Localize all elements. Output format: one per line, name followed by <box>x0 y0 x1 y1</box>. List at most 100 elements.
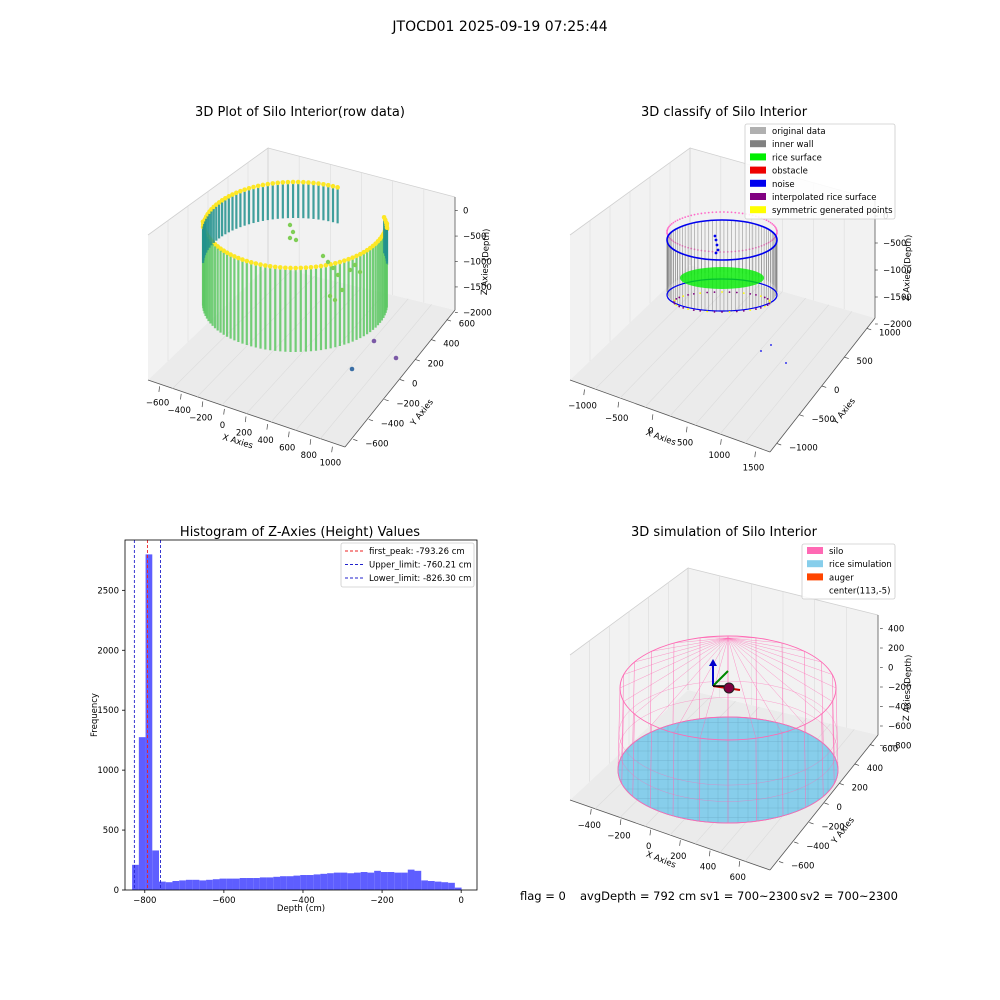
data-point <box>678 296 681 299</box>
data-point <box>759 306 762 309</box>
data-point <box>224 250 230 255</box>
classify-plot-title: 3D classify of Silo Interior <box>641 105 808 120</box>
tick-label: 600 <box>730 873 746 883</box>
raw-3d-plot: 3D Plot of Silo Interior(row data) −600−… <box>146 105 492 469</box>
data-point <box>721 291 723 293</box>
silo-wall-line <box>672 642 675 725</box>
data-point <box>666 232 669 235</box>
data-point <box>687 294 689 296</box>
tick-label: 600 <box>459 320 475 330</box>
tick-label: 1000 <box>708 451 730 461</box>
data-point <box>267 263 273 269</box>
silo-wall-line <box>755 738 757 822</box>
data-point <box>255 183 261 189</box>
histogram-bar <box>280 876 287 890</box>
data-point <box>706 310 709 313</box>
tick-label: 200 <box>852 784 868 794</box>
data-point <box>749 309 752 311</box>
tick-label: −200 <box>370 896 393 906</box>
histogram-bar <box>212 879 220 890</box>
tick-label: −1500 <box>463 283 492 293</box>
data-point <box>769 301 771 303</box>
raw-outlier-points <box>349 338 399 372</box>
data-point <box>767 220 770 223</box>
tick-label: 400 <box>443 340 459 350</box>
histogram-bar <box>313 874 321 890</box>
silo-roof-line <box>651 637 729 725</box>
legend-label: first_peak: -793.26 cm <box>369 547 465 557</box>
silo-roof-line <box>699 637 729 739</box>
tick-mark <box>590 808 592 815</box>
silo-roof-line <box>727 637 833 702</box>
data-point <box>357 269 363 275</box>
tick-label: −1500 <box>883 293 912 303</box>
data-point <box>234 190 239 196</box>
tick-mark <box>824 802 829 805</box>
data-point <box>295 179 301 185</box>
data-point <box>728 310 731 313</box>
gridline <box>594 271 714 390</box>
data-point <box>699 310 702 312</box>
gridline <box>744 311 853 444</box>
tick-mark <box>839 783 844 786</box>
simulation-z-axis-label: Z Axies (Depth) <box>902 654 914 721</box>
tick-label: 500 <box>857 357 873 367</box>
tick-label: −500 <box>812 415 835 425</box>
data-point <box>666 231 668 233</box>
gridline <box>172 270 292 389</box>
tick-mark <box>415 359 420 362</box>
tick-mark <box>353 439 358 442</box>
data-point <box>272 264 278 270</box>
silo-wall-line <box>617 687 621 771</box>
data-point <box>669 224 672 227</box>
histogram-bar <box>138 737 146 890</box>
data-point <box>769 221 772 224</box>
tick-label: 1000 <box>97 766 119 776</box>
silo-wall-line <box>621 701 624 784</box>
silo-roof-line <box>727 637 805 725</box>
data-point <box>321 182 326 187</box>
data-point <box>357 251 363 257</box>
data-point <box>696 213 699 215</box>
tick-mark <box>809 822 814 825</box>
tick-mark <box>180 393 182 400</box>
data-point <box>682 306 685 309</box>
classify-legend: original data inner wall rice surface obsta… <box>744 123 896 220</box>
tick-mark <box>288 431 290 438</box>
flag-text: flag = 0 <box>520 889 566 903</box>
data-point <box>765 219 768 222</box>
gridline <box>644 284 760 408</box>
data-point <box>316 181 321 186</box>
depth-histogram: Histogram of Z-Axies (Height) Values −80… <box>90 525 478 914</box>
histogram-bar <box>347 873 354 890</box>
data-point <box>323 262 329 268</box>
tick-label: −600 <box>791 862 814 872</box>
data-point <box>759 295 762 298</box>
data-point <box>337 259 343 265</box>
histogram-bar <box>333 872 341 890</box>
data-point <box>260 182 266 188</box>
tick-label: 0 <box>837 803 842 813</box>
silo-roof-line <box>727 637 805 652</box>
data-point <box>287 222 293 228</box>
histogram-bar <box>239 878 247 890</box>
tick-mark <box>331 446 333 453</box>
tick-mark <box>309 439 312 445</box>
data-point <box>726 211 729 214</box>
histogram-bar <box>401 872 408 890</box>
tick-label: −600 <box>146 398 169 408</box>
data-point <box>306 180 311 185</box>
histogram-bar <box>394 872 402 890</box>
data-point <box>715 211 718 214</box>
histogram-bar <box>441 882 449 890</box>
gridline <box>246 287 362 414</box>
data-point <box>755 308 757 310</box>
histogram-bar <box>340 872 348 890</box>
data-point <box>280 180 286 185</box>
legend-swatch <box>750 140 766 148</box>
silo-roof-line <box>673 637 729 734</box>
tick-mark <box>709 850 711 857</box>
data-point <box>721 311 723 313</box>
silo-roof-line <box>727 637 783 734</box>
